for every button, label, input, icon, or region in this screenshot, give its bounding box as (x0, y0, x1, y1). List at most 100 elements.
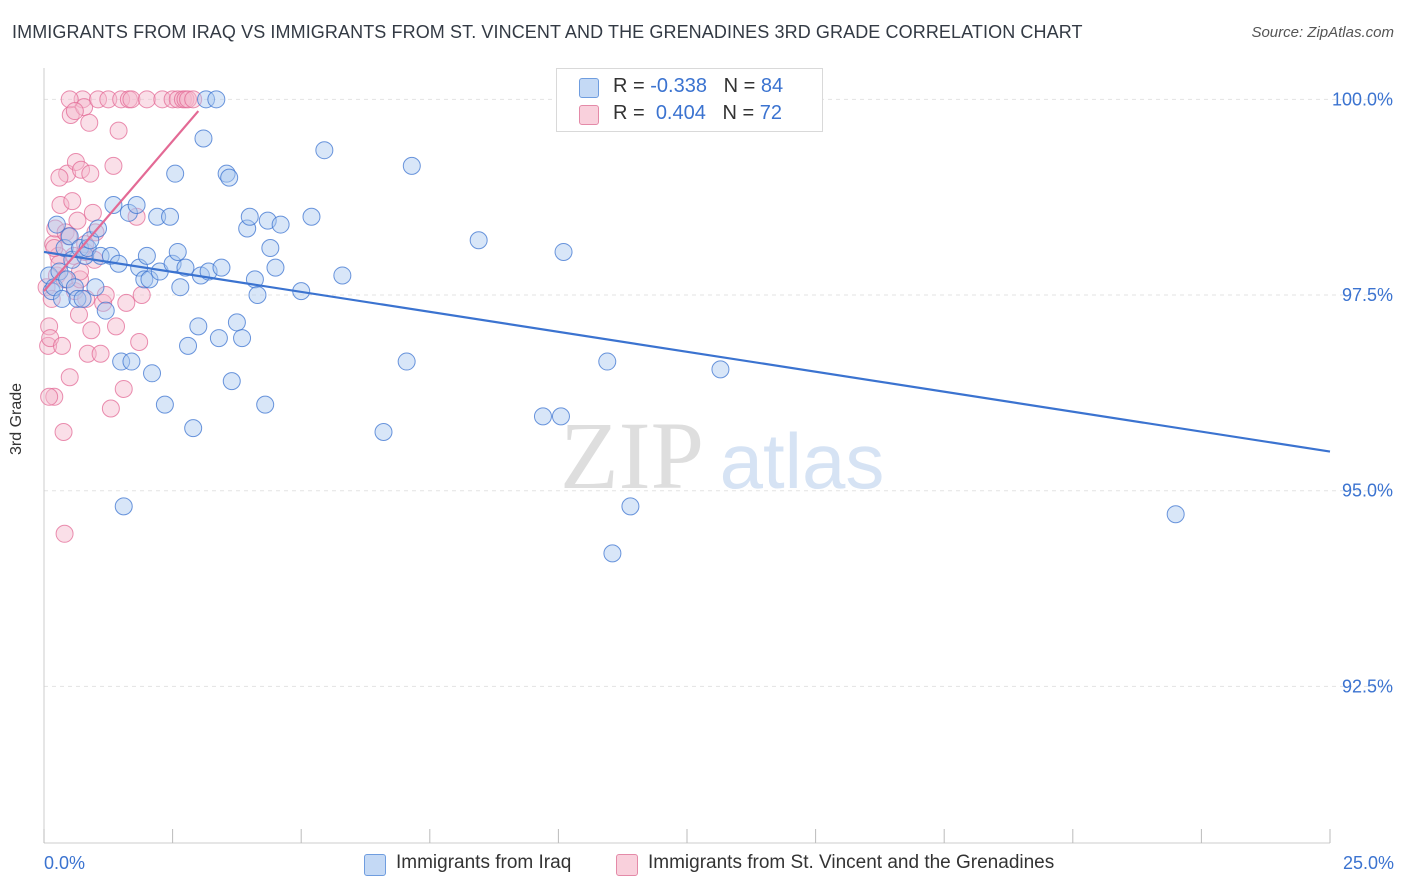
point-st-vincent (69, 305, 88, 324)
point-iraq (179, 336, 198, 355)
point-st-vincent (89, 90, 108, 109)
point-st-vincent (168, 90, 187, 109)
point-iraq (104, 195, 123, 214)
trend-line-iraq (43, 250, 1331, 453)
point-iraq (143, 364, 162, 383)
point-iraq (171, 278, 190, 297)
series-legend-swatch-iraq (364, 854, 386, 876)
point-st-vincent (50, 168, 69, 187)
source-credit: Source: ZipAtlas.com (1251, 24, 1394, 41)
point-iraq (137, 246, 156, 265)
series-legend: Immigrants from Iraq Immigrants from St.… (0, 852, 1406, 878)
point-st-vincent (104, 156, 123, 175)
y-tick-label: 97.5% (1342, 285, 1393, 305)
point-st-vincent (114, 379, 133, 398)
point-st-vincent (63, 192, 82, 211)
legend-text-iraq: R = -0.338 N = 84 (613, 75, 783, 98)
point-st-vincent (137, 90, 156, 109)
point-iraq (238, 219, 257, 238)
point-iraq (603, 544, 622, 563)
point-iraq (266, 258, 285, 277)
point-st-vincent (130, 332, 149, 351)
point-iraq (135, 270, 154, 289)
point-iraq (114, 497, 133, 516)
point-st-vincent (109, 121, 128, 140)
point-iraq (302, 207, 321, 226)
trend-line-st-vincent (43, 110, 200, 292)
point-iraq (598, 352, 617, 371)
point-iraq (333, 266, 352, 285)
legend-n-label: N = (723, 75, 756, 97)
point-iraq (197, 90, 216, 109)
point-st-vincent (60, 90, 79, 109)
point-iraq (261, 239, 280, 258)
point-st-vincent (40, 387, 59, 406)
point-iraq (101, 246, 120, 265)
point-st-vincent (54, 423, 73, 442)
point-st-vincent (101, 399, 120, 418)
point-st-vincent (80, 113, 99, 132)
stats-legend: R = -0.338 N = 84 R = 0.404 N = 72 (556, 68, 823, 132)
point-iraq (161, 207, 180, 226)
point-iraq (469, 231, 488, 250)
legend-n-value-iraq: 84 (760, 75, 784, 97)
point-iraq (112, 352, 131, 371)
point-st-vincent (132, 286, 151, 305)
point-iraq (397, 352, 416, 371)
point-st-vincent (163, 90, 182, 109)
chart-title: IMMIGRANTS FROM IRAQ VS IMMIGRANTS FROM … (12, 22, 1083, 42)
legend-r-label: R = (613, 102, 645, 124)
point-iraq (148, 207, 167, 226)
x-tick-label-max: 25.0% (1343, 853, 1394, 873)
point-iraq (73, 289, 92, 308)
legend-r-label: R = (613, 75, 645, 97)
point-st-vincent (83, 203, 102, 222)
point-iraq (554, 242, 573, 261)
point-iraq (86, 278, 105, 297)
point-iraq (551, 407, 570, 426)
point-iraq (168, 242, 187, 261)
point-st-vincent (42, 289, 61, 308)
point-st-vincent (112, 90, 131, 109)
point-iraq (119, 203, 138, 222)
watermark-atlas: atlas (720, 417, 885, 505)
point-iraq (315, 141, 334, 160)
point-st-vincent (51, 195, 70, 214)
point-st-vincent (107, 317, 126, 336)
point-st-vincent (184, 90, 203, 109)
point-st-vincent (68, 211, 87, 230)
legend-swatch-iraq (579, 78, 599, 98)
point-iraq (212, 258, 231, 277)
point-iraq (240, 207, 259, 226)
point-iraq (621, 497, 640, 516)
point-st-vincent (122, 90, 141, 109)
point-iraq (222, 372, 241, 391)
series-legend-label-st-vincent: Immigrants from St. Vincent and the Gren… (648, 852, 1055, 873)
gridlines (44, 98, 1390, 687)
watermark-zip: ZIP (560, 402, 704, 509)
point-iraq (96, 301, 115, 320)
y-tick-label: 92.5% (1342, 676, 1393, 696)
legend-swatch-st-vincent (579, 105, 599, 125)
axes (43, 68, 1331, 844)
point-st-vincent (117, 293, 136, 312)
point-st-vincent (60, 368, 79, 387)
point-st-vincent (78, 344, 97, 363)
point-st-vincent (179, 90, 198, 109)
point-st-vincent (53, 336, 72, 355)
point-iraq (271, 215, 290, 234)
point-iraq (176, 258, 195, 277)
point-st-vincent (81, 164, 100, 183)
y-tick-label: 95.0% (1342, 481, 1393, 501)
point-iraq (248, 286, 267, 305)
point-iraq (155, 395, 174, 414)
legend-r-value-iraq: -0.338 (650, 75, 707, 97)
legend-text-st-vincent: R = 0.404 N = 72 (613, 102, 782, 125)
y-tick-labels: 100.0% 97.5% 95.0% 92.5% (1332, 89, 1393, 696)
y-axis-label: 3rd Grade (8, 382, 25, 455)
point-iraq (1166, 505, 1185, 524)
y-tick-label: 100.0% (1332, 89, 1393, 109)
point-st-vincent (45, 387, 64, 406)
point-iraq (207, 90, 226, 109)
x-tick-label-min: 0.0% (44, 853, 85, 873)
